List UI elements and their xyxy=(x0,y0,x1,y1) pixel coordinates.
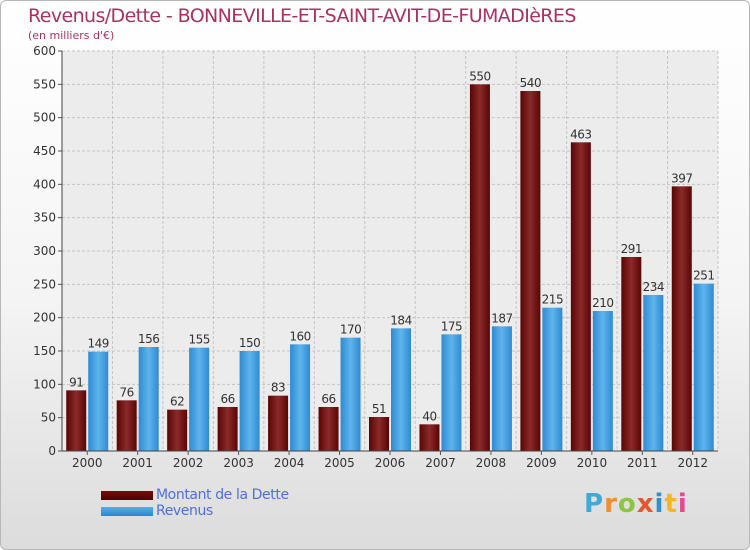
data-label: 251 xyxy=(693,269,714,283)
bar-dette xyxy=(520,91,541,451)
x-tick-label: 2003 xyxy=(223,456,254,470)
x-tick-label: 2006 xyxy=(375,456,406,470)
y-tick-label: 0 xyxy=(48,444,56,458)
bar-dette xyxy=(116,400,137,451)
x-tick-label: 2000 xyxy=(72,456,103,470)
data-label: 76 xyxy=(120,385,134,399)
bar-revenus xyxy=(693,283,714,451)
bar-revenus xyxy=(88,351,109,451)
data-label: 150 xyxy=(239,336,260,350)
x-tick-label: 2011 xyxy=(627,456,658,470)
chart-title: Revenus/Dette - BONNEVILLE-ET-SAINT-AVIT… xyxy=(28,5,576,27)
x-tick-label: 2009 xyxy=(526,456,557,470)
proxiti-logo: Proxiti xyxy=(584,489,688,519)
data-label: 215 xyxy=(542,293,563,307)
data-label: 51 xyxy=(372,402,386,416)
x-tick-label: 2010 xyxy=(577,456,608,470)
data-label: 234 xyxy=(643,280,664,294)
x-tick-label: 2012 xyxy=(677,456,708,470)
y-tick-label: 250 xyxy=(33,277,56,291)
data-label: 155 xyxy=(188,333,209,347)
data-labels: 91 149 76 156 62 155 66 150 83 160 66 170 51 184 40 175… xyxy=(69,69,715,423)
chart-subtitle: (en milliers d'€) xyxy=(28,29,115,42)
y-tick-label: 150 xyxy=(33,344,56,358)
data-label: 550 xyxy=(469,69,490,83)
bar-dette xyxy=(318,407,339,451)
bar-dette xyxy=(268,395,289,451)
bar-revenus xyxy=(491,326,512,451)
data-label: 91 xyxy=(69,375,83,389)
y-tick-label: 200 xyxy=(33,311,56,325)
x-tick-label: 2005 xyxy=(324,456,355,470)
data-label: 40 xyxy=(422,409,436,423)
y-tick-label: 450 xyxy=(33,144,56,158)
x-tick-label: 2008 xyxy=(476,456,507,470)
bar-revenus xyxy=(239,351,260,451)
bars xyxy=(66,84,714,452)
bar-revenus xyxy=(290,344,311,451)
legend-label-dette: Montant de la Dette xyxy=(156,487,289,503)
data-label: 397 xyxy=(671,171,692,185)
bar-revenus xyxy=(138,347,159,451)
data-label: 83 xyxy=(271,381,285,395)
bar-revenus xyxy=(542,307,563,451)
legend-swatch-dette xyxy=(101,491,153,500)
data-label: 149 xyxy=(88,337,109,351)
bar-revenus xyxy=(340,337,361,451)
grid-lines xyxy=(61,50,719,452)
data-label: 170 xyxy=(340,323,361,337)
bar-revenus xyxy=(391,328,411,451)
data-label: 66 xyxy=(321,392,335,406)
x-tick-label: 2002 xyxy=(173,456,204,470)
data-label: 540 xyxy=(520,76,541,90)
y-tick-label: 100 xyxy=(33,377,56,391)
bar-revenus xyxy=(592,311,613,451)
bar-dette xyxy=(66,390,87,451)
data-label: 62 xyxy=(170,395,184,409)
bar-dette xyxy=(167,409,188,451)
bar-dette xyxy=(621,257,642,451)
x-tick-label: 2007 xyxy=(425,456,456,470)
data-label: 184 xyxy=(390,313,411,327)
data-label: 66 xyxy=(220,392,234,406)
data-label: 210 xyxy=(592,296,613,310)
y-tick-label: 400 xyxy=(33,177,56,191)
bar-dette xyxy=(369,417,389,451)
bar-revenus xyxy=(189,347,210,451)
x-tick-label: 2001 xyxy=(122,456,153,470)
y-tick-label: 500 xyxy=(33,111,56,125)
bar-dette xyxy=(419,424,440,451)
x-tick-label: 2004 xyxy=(274,456,305,470)
y-tick-label: 600 xyxy=(33,44,56,58)
data-label: 291 xyxy=(621,242,642,256)
y-tick-label: 50 xyxy=(41,411,56,425)
y-tick-label: 300 xyxy=(33,244,56,258)
bar-revenus xyxy=(643,295,664,451)
bar-revenus xyxy=(441,334,462,451)
y-tick-label: 550 xyxy=(33,77,56,91)
data-label: 160 xyxy=(289,329,310,343)
data-label: 156 xyxy=(138,332,159,346)
axes: 0 50 100 150 200 250 300 350 400 450 500 550 600 2000… xyxy=(33,44,718,470)
bar-dette xyxy=(671,186,692,452)
data-label: 175 xyxy=(441,319,462,333)
data-label: 187 xyxy=(491,311,512,325)
legend-swatch-revenus xyxy=(101,507,153,516)
data-label: 463 xyxy=(570,127,591,141)
bar-dette xyxy=(469,84,490,451)
y-tick-label: 350 xyxy=(33,211,56,225)
bar-dette xyxy=(217,407,238,451)
bar-dette xyxy=(570,142,591,452)
legend-label-revenus: Revenus xyxy=(156,503,213,519)
